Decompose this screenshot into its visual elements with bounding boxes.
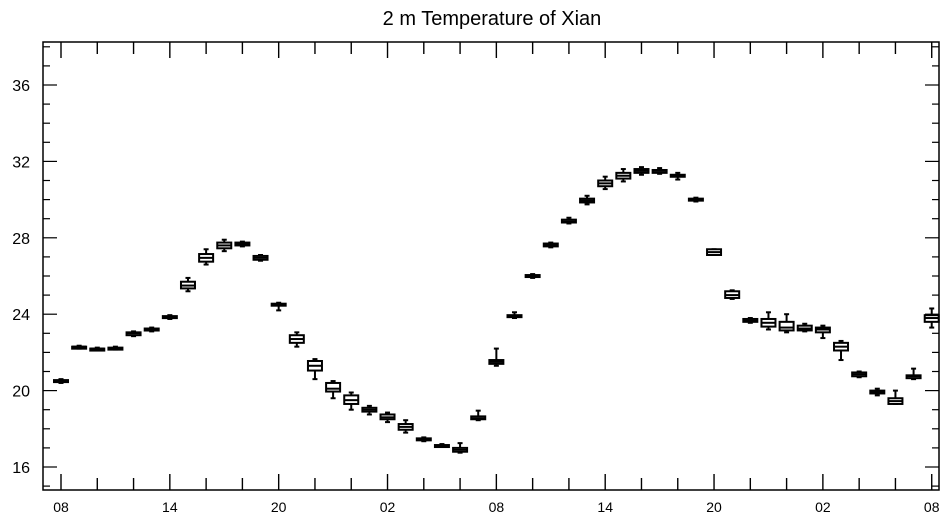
x-axis: 08 14 20 02 08 14 20 02 08 (53, 42, 940, 515)
box-mark (796, 322, 813, 333)
y-tick-label: 32 (12, 154, 30, 171)
box-mark (669, 171, 686, 181)
box-mark (198, 248, 215, 266)
x-tick-label: 14 (597, 499, 613, 515)
box-mark (851, 370, 868, 379)
box-mark (651, 167, 668, 175)
box-mark (306, 358, 323, 381)
box-mark (724, 289, 741, 300)
box-mark (887, 389, 904, 405)
box-mark (687, 196, 704, 203)
box-mark (397, 419, 414, 434)
box-mark (361, 404, 378, 416)
box-mark (488, 347, 505, 367)
box-mark (452, 442, 469, 454)
x-tick-label: 20 (271, 499, 287, 515)
box-mark (560, 216, 577, 225)
box-mark (288, 331, 305, 348)
box-mark (433, 443, 450, 449)
plot-frame (42, 41, 940, 491)
box-body (778, 320, 795, 332)
box-mark (542, 241, 559, 249)
box-mark (633, 166, 650, 176)
x-tick-label: 08 (489, 499, 505, 515)
x-tick-label: 02 (380, 499, 396, 515)
box-mark (325, 380, 342, 400)
box-mark (89, 346, 106, 352)
box-mark (615, 168, 632, 183)
box-mark (814, 324, 831, 340)
box-mark (53, 378, 69, 384)
box-series (53, 166, 940, 454)
box-mark (833, 339, 850, 362)
box-mark (107, 345, 124, 351)
box-mark (270, 301, 287, 312)
box-mark (597, 175, 614, 191)
y-tick-label: 24 (12, 307, 30, 324)
box-mark (506, 311, 523, 320)
box-mark (778, 313, 795, 334)
box-mark (234, 240, 251, 248)
box-mark (161, 314, 178, 320)
y-tick-label: 20 (12, 384, 30, 401)
y-tick-label: 28 (12, 231, 30, 248)
box-mark (179, 276, 196, 293)
x-tick-label: 08 (53, 499, 69, 515)
x-tick-label: 14 (162, 499, 178, 515)
box-mark (706, 248, 723, 256)
y-tick-label: 36 (12, 78, 30, 95)
box-mark (415, 436, 432, 443)
y-tick-label: 16 (12, 460, 30, 477)
box-mark (71, 344, 88, 350)
box-mark (869, 387, 886, 397)
chart-title: 2 m Temperature of Xian (383, 8, 602, 30)
box-mark (923, 307, 940, 329)
box-mark (579, 194, 596, 206)
x-tick-label: 20 (706, 499, 722, 515)
box-mark (125, 330, 142, 338)
box-mark (760, 311, 777, 331)
box-mark (742, 317, 759, 324)
box-mark (143, 326, 160, 333)
x-tick-label: 02 (815, 499, 831, 515)
box-mark (524, 273, 541, 279)
box-mark (216, 238, 233, 253)
box-mark (343, 391, 360, 411)
box-mark (905, 367, 922, 381)
box-body (325, 381, 342, 393)
box-mark (470, 409, 487, 422)
box-mark (252, 253, 269, 262)
box-mark (379, 411, 396, 424)
x-tick-label: 08 (924, 499, 940, 515)
